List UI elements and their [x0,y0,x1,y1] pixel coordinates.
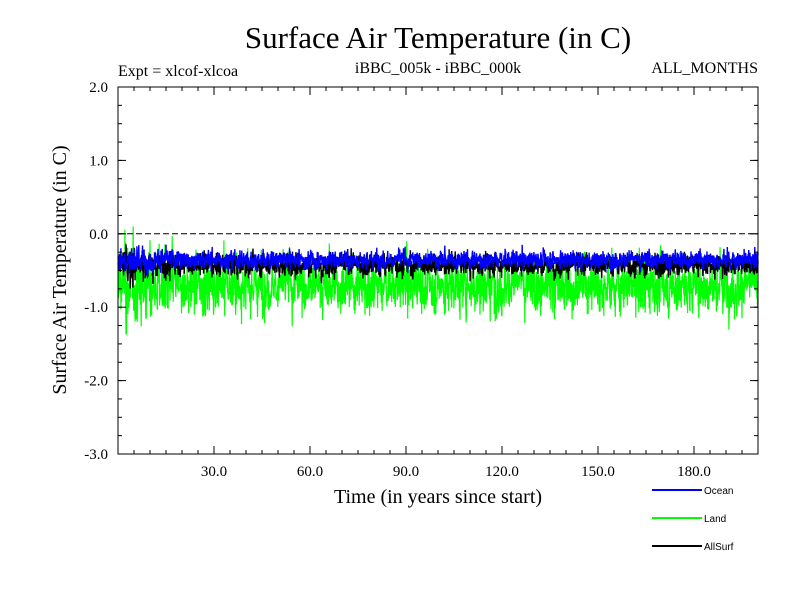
experiment-label: Expt = xlcof-xlcoa [118,63,238,80]
x-axis-label: Time (in years since start) [334,486,542,508]
legend-label-ocean: Ocean [704,486,733,497]
x-tick-label: 150.0 [581,464,615,480]
series-line-ocean [117,244,759,277]
months-label: ALL_MONTHS [651,60,758,77]
axes-group: -3.0 -2.0 -1.0 0.0 1.0 2.0 30.0 60.0 90.0 120.0 15… [84,80,758,480]
legend: Ocean Land AllSurf [652,486,734,553]
x-tick-label: 60.0 [297,464,323,480]
y-tick-label: -2.0 [84,374,108,390]
x-tick-label: 120.0 [485,464,519,480]
x-tick-label: 180.0 [677,464,711,480]
plot-series-group [117,226,759,335]
x-tick-label: 90.0 [393,464,419,480]
series-line-land [117,226,759,335]
y-tick-label: 1.0 [89,153,108,169]
legend-label-allsurf: AllSurf [704,542,734,553]
y-axis-label: Surface Air Temperature (in C) [49,145,71,394]
y-tick-label: 2.0 [89,80,108,96]
comparison-label: iBBC_005k - iBBC_000k [355,60,521,77]
legend-label-land: Land [704,514,726,525]
y-tick-label: -1.0 [84,300,108,316]
y-tick-label: 0.0 [89,227,108,243]
chart-title: Surface Air Temperature (in C) [245,20,631,55]
x-tick-label: 30.0 [201,464,227,480]
y-tick-label: -3.0 [84,447,108,463]
